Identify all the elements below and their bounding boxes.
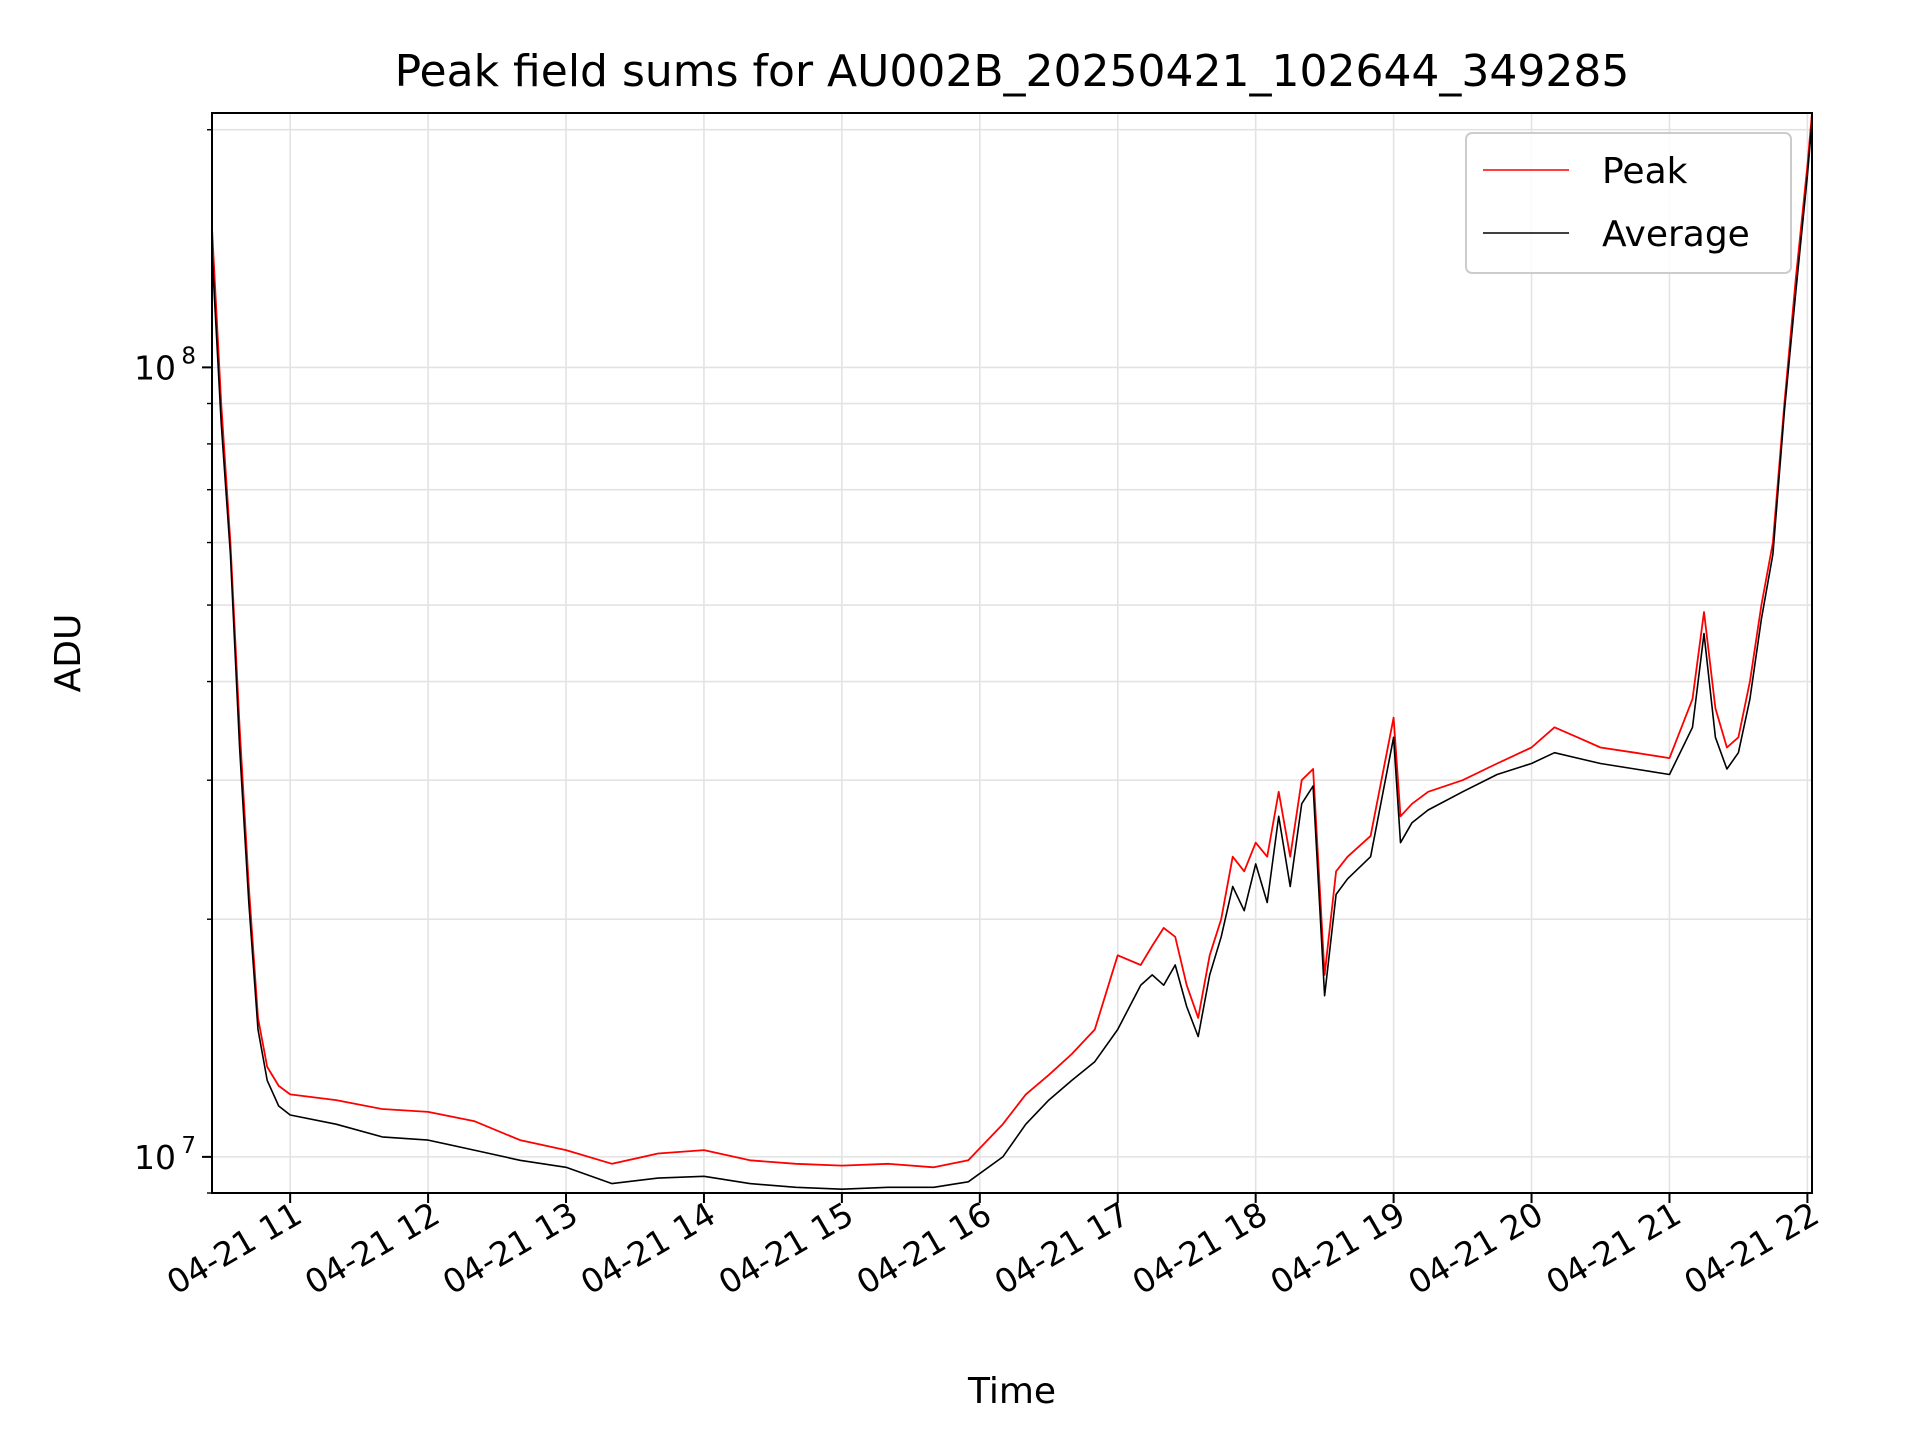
- x-axis-label: Time: [967, 1371, 1056, 1412]
- legend-label-peak: Peak: [1602, 151, 1688, 192]
- y-tick-exponent: 8: [181, 343, 196, 369]
- chart-title: Peak field sums for AU002B_20250421_1026…: [395, 46, 1630, 97]
- y-tick-exponent: 7: [181, 1133, 196, 1159]
- y-tick-label: 10: [134, 1138, 176, 1177]
- y-tick-base: 10: [134, 348, 176, 387]
- legend-box: [1465, 132, 1792, 274]
- series-line-peak: [211, 112, 1813, 1169]
- y-tick-base: 10: [134, 1138, 176, 1177]
- y-axis-label: ADU: [48, 614, 89, 693]
- legend: Peak Average: [1465, 132, 1792, 274]
- plot-frame: [211, 112, 1813, 1194]
- series-line-average: [211, 121, 1813, 1190]
- plot-area: [211, 112, 1813, 1190]
- gridlines: [212, 113, 1812, 1194]
- y-tick-label: 10: [134, 348, 176, 387]
- legend-label-average: Average: [1602, 214, 1750, 255]
